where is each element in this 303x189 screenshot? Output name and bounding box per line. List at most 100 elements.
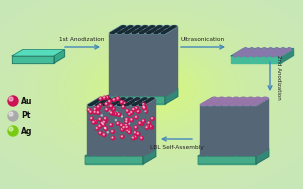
Ellipse shape bbox=[259, 99, 264, 101]
Ellipse shape bbox=[112, 99, 116, 100]
Ellipse shape bbox=[156, 31, 160, 33]
Circle shape bbox=[9, 97, 13, 101]
Ellipse shape bbox=[142, 26, 148, 27]
Circle shape bbox=[267, 53, 270, 56]
Circle shape bbox=[148, 122, 149, 123]
Ellipse shape bbox=[228, 101, 233, 102]
Circle shape bbox=[143, 106, 146, 110]
Ellipse shape bbox=[261, 99, 265, 100]
Circle shape bbox=[140, 136, 143, 140]
Polygon shape bbox=[107, 102, 113, 152]
Polygon shape bbox=[122, 30, 128, 92]
Circle shape bbox=[125, 124, 128, 127]
Polygon shape bbox=[237, 101, 243, 151]
Ellipse shape bbox=[164, 26, 170, 27]
Ellipse shape bbox=[141, 27, 145, 28]
Polygon shape bbox=[87, 105, 94, 155]
Circle shape bbox=[95, 127, 99, 130]
Ellipse shape bbox=[231, 104, 235, 105]
Ellipse shape bbox=[120, 27, 124, 28]
Polygon shape bbox=[262, 98, 268, 149]
Polygon shape bbox=[208, 105, 214, 155]
Circle shape bbox=[128, 123, 129, 124]
Polygon shape bbox=[136, 102, 142, 152]
Ellipse shape bbox=[240, 98, 246, 99]
Ellipse shape bbox=[146, 32, 152, 34]
Polygon shape bbox=[115, 102, 121, 152]
Ellipse shape bbox=[109, 32, 115, 34]
Circle shape bbox=[261, 53, 264, 56]
Ellipse shape bbox=[248, 98, 254, 99]
Ellipse shape bbox=[114, 98, 118, 99]
Ellipse shape bbox=[207, 101, 211, 102]
Ellipse shape bbox=[135, 26, 141, 27]
Circle shape bbox=[236, 53, 239, 56]
Polygon shape bbox=[165, 88, 178, 104]
Ellipse shape bbox=[98, 102, 105, 104]
Polygon shape bbox=[116, 101, 122, 151]
Ellipse shape bbox=[254, 103, 258, 105]
Ellipse shape bbox=[160, 32, 166, 34]
Circle shape bbox=[151, 117, 154, 120]
Polygon shape bbox=[157, 31, 163, 93]
Circle shape bbox=[141, 137, 142, 138]
Ellipse shape bbox=[229, 101, 233, 102]
Circle shape bbox=[135, 105, 136, 106]
Ellipse shape bbox=[139, 28, 143, 29]
Circle shape bbox=[286, 49, 289, 52]
Polygon shape bbox=[208, 101, 214, 151]
Ellipse shape bbox=[125, 104, 129, 105]
Ellipse shape bbox=[168, 28, 172, 29]
Ellipse shape bbox=[132, 100, 136, 101]
Circle shape bbox=[104, 127, 107, 130]
Circle shape bbox=[128, 112, 132, 116]
Ellipse shape bbox=[222, 104, 228, 106]
Ellipse shape bbox=[123, 101, 127, 102]
Polygon shape bbox=[217, 100, 223, 149]
Ellipse shape bbox=[215, 104, 221, 106]
Ellipse shape bbox=[88, 104, 92, 105]
Ellipse shape bbox=[124, 100, 130, 102]
Polygon shape bbox=[124, 101, 130, 151]
Circle shape bbox=[145, 126, 149, 129]
Circle shape bbox=[9, 112, 13, 116]
Ellipse shape bbox=[222, 104, 228, 105]
Circle shape bbox=[122, 126, 126, 129]
Ellipse shape bbox=[123, 29, 127, 30]
Polygon shape bbox=[215, 105, 221, 155]
Ellipse shape bbox=[255, 97, 261, 99]
Polygon shape bbox=[231, 49, 294, 56]
Circle shape bbox=[126, 119, 127, 120]
Ellipse shape bbox=[105, 98, 112, 99]
Circle shape bbox=[112, 107, 115, 111]
Circle shape bbox=[101, 122, 104, 125]
Polygon shape bbox=[162, 32, 168, 94]
Circle shape bbox=[111, 130, 114, 133]
Ellipse shape bbox=[150, 98, 154, 99]
Polygon shape bbox=[124, 29, 130, 91]
Circle shape bbox=[108, 100, 112, 103]
Ellipse shape bbox=[122, 101, 128, 103]
Ellipse shape bbox=[96, 104, 100, 105]
Polygon shape bbox=[231, 100, 237, 149]
Ellipse shape bbox=[92, 102, 96, 103]
Ellipse shape bbox=[221, 101, 226, 102]
Ellipse shape bbox=[120, 102, 126, 104]
Ellipse shape bbox=[206, 101, 212, 103]
Ellipse shape bbox=[142, 30, 148, 32]
Circle shape bbox=[108, 110, 112, 114]
Ellipse shape bbox=[155, 31, 161, 33]
Circle shape bbox=[126, 109, 129, 113]
Ellipse shape bbox=[226, 102, 231, 103]
Ellipse shape bbox=[221, 101, 225, 102]
Polygon shape bbox=[158, 30, 165, 92]
Polygon shape bbox=[228, 102, 234, 152]
Ellipse shape bbox=[228, 101, 234, 103]
Ellipse shape bbox=[122, 29, 128, 31]
Polygon shape bbox=[153, 33, 159, 95]
Polygon shape bbox=[124, 105, 130, 155]
Circle shape bbox=[123, 102, 126, 105]
Ellipse shape bbox=[244, 100, 250, 102]
Circle shape bbox=[135, 105, 138, 108]
Ellipse shape bbox=[103, 100, 107, 101]
